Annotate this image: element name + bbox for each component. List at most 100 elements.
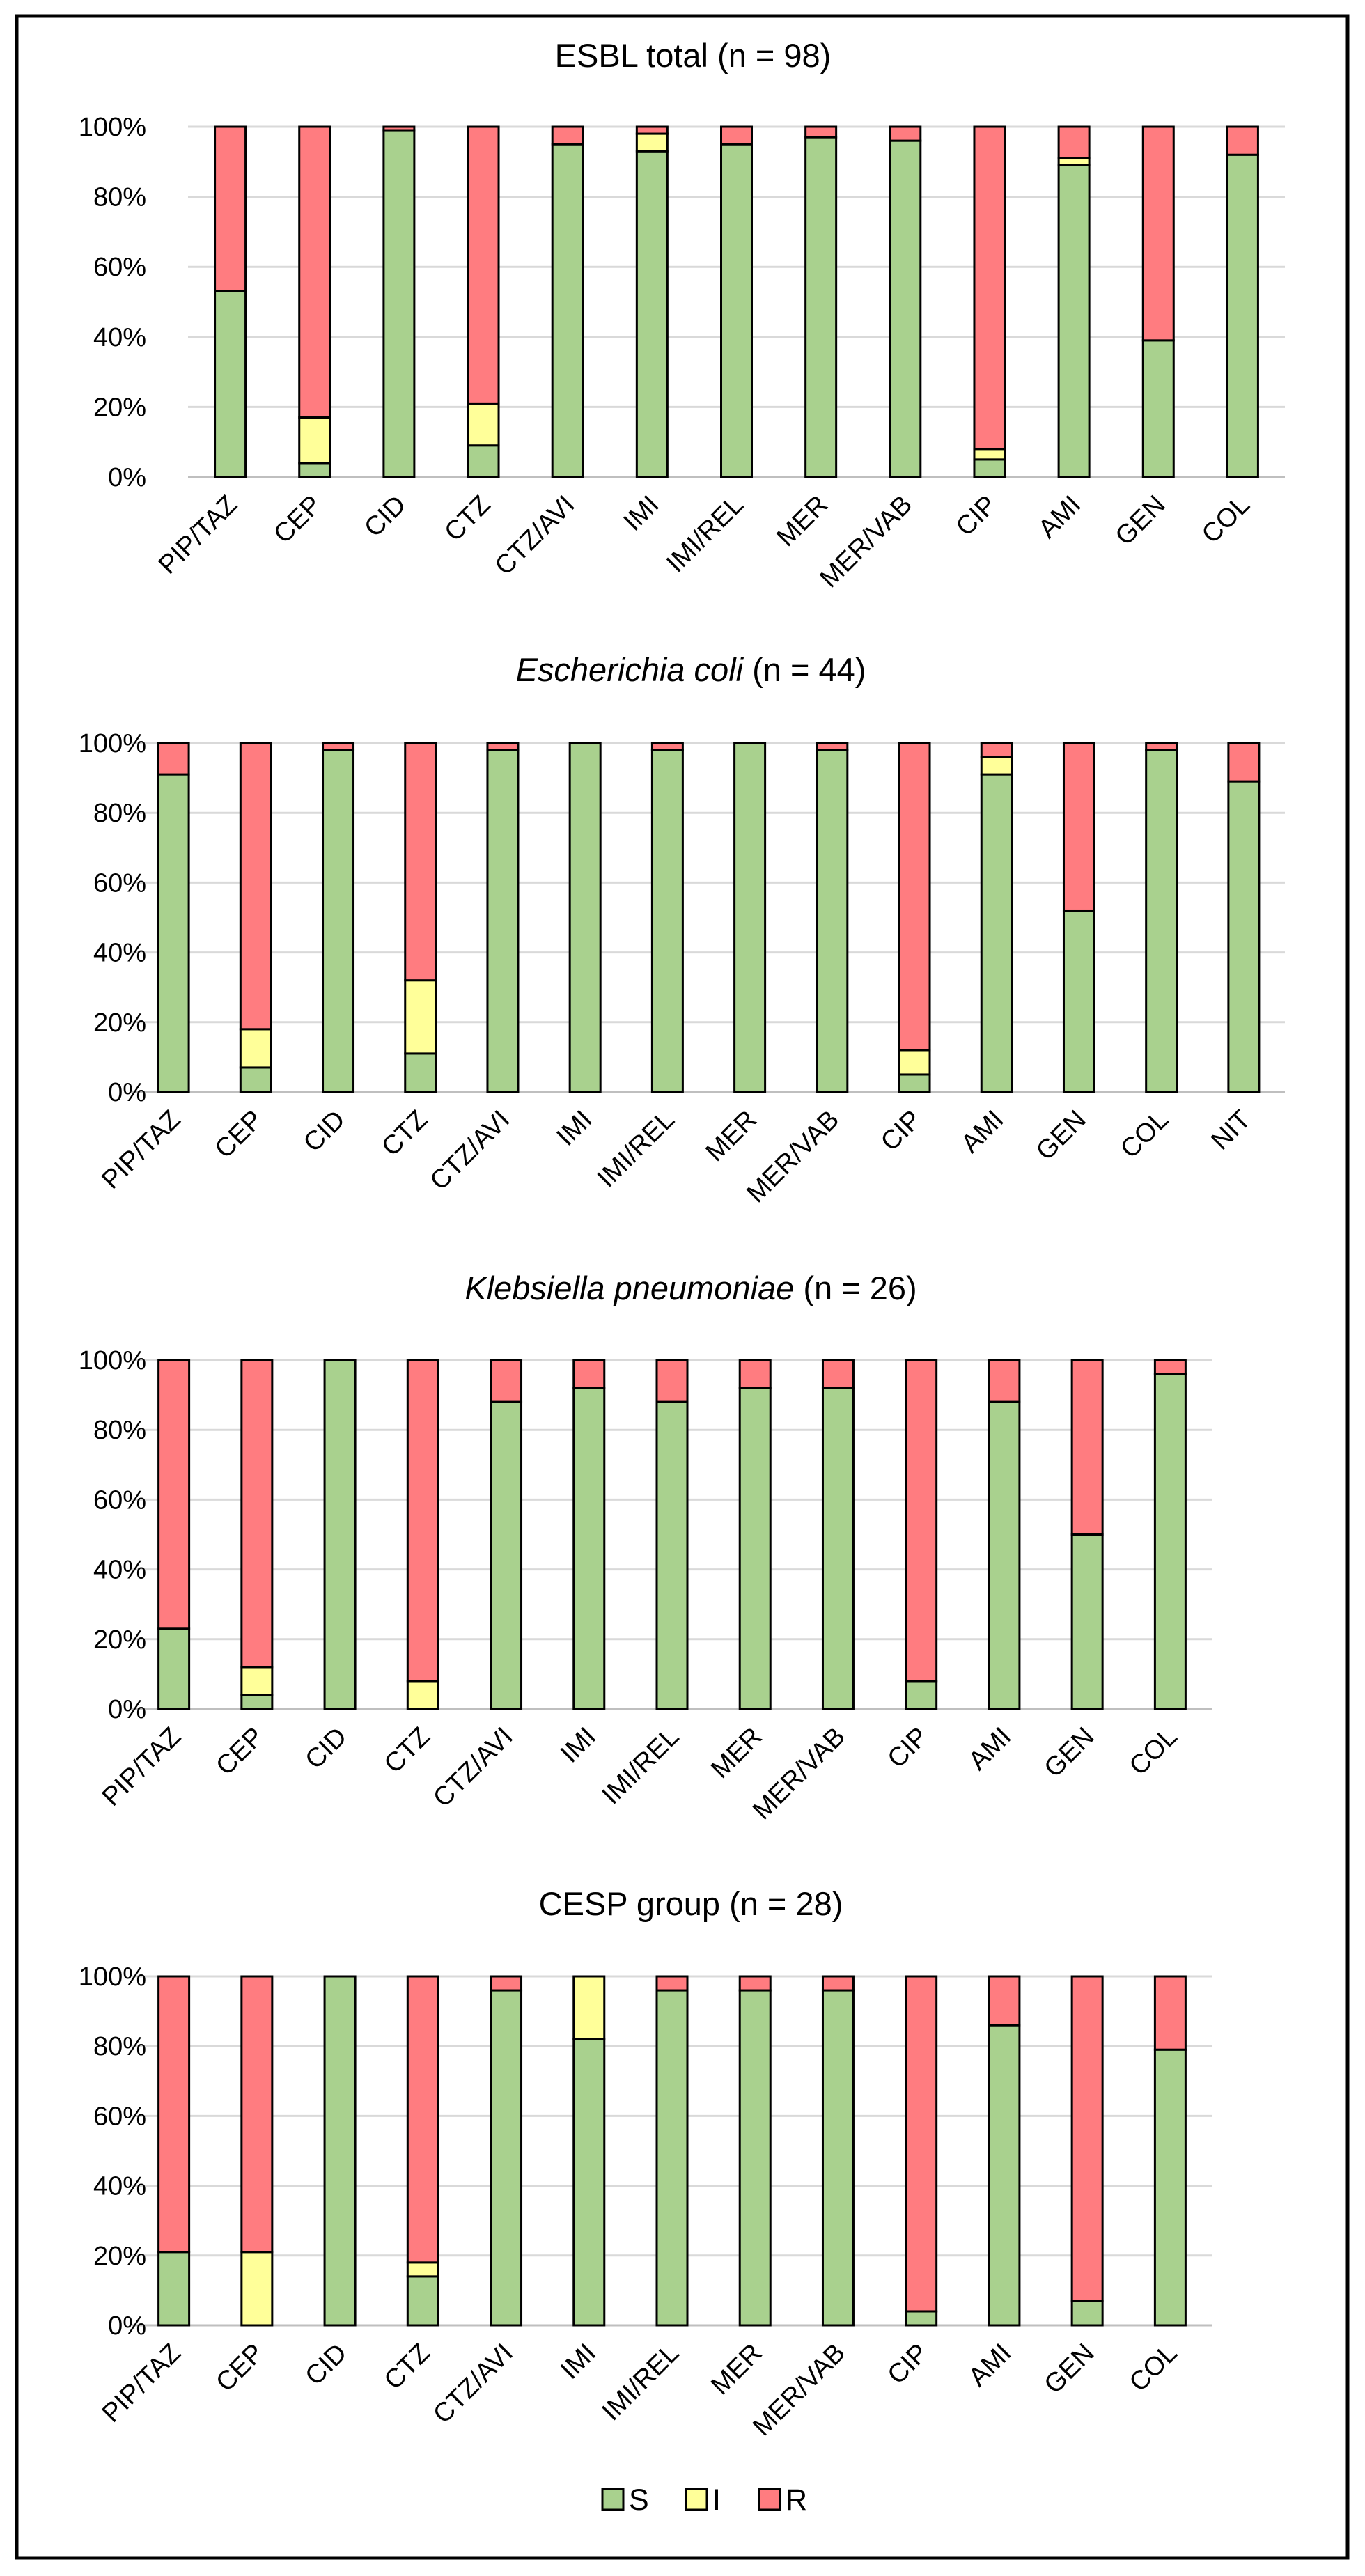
bar-nit-R bbox=[1227, 742, 1261, 783]
bar-cid-S bbox=[382, 129, 416, 478]
y-tick-label: 100% bbox=[79, 1962, 146, 1992]
bar-imi-I bbox=[635, 132, 669, 153]
bar-col-S bbox=[1145, 749, 1178, 1093]
y-tick-label: 0% bbox=[108, 463, 146, 492]
chart-title: CESP group (n = 28) bbox=[539, 1885, 843, 1922]
bar-imi-rel-R bbox=[655, 1359, 689, 1403]
bar-ctz-avi-R bbox=[490, 1975, 523, 1992]
y-tick-label: 80% bbox=[93, 183, 146, 212]
y-tick-label: 80% bbox=[93, 799, 146, 828]
chart-title: ESBL total (n = 98) bbox=[555, 37, 832, 74]
bar-cip-R bbox=[898, 742, 931, 1052]
y-tick-label: 60% bbox=[93, 2102, 146, 2131]
bar-ami-I bbox=[980, 756, 1013, 776]
bar-col-S bbox=[1153, 1373, 1187, 1710]
y-tick-label: 20% bbox=[93, 393, 146, 422]
bar-gen-R bbox=[1141, 125, 1175, 342]
bar-ami-R bbox=[988, 1975, 1021, 2027]
bar-cep-S bbox=[240, 1694, 274, 1710]
bar-cep-I bbox=[298, 416, 332, 465]
y-tick-label: 40% bbox=[93, 1556, 146, 1585]
bar-ami-R bbox=[1057, 125, 1091, 159]
legend-swatch-I bbox=[685, 2488, 708, 2511]
y-tick-label: 40% bbox=[93, 323, 146, 352]
chart-title-species: Klebsiella pneumoniae bbox=[465, 1270, 794, 1306]
bar-ami-I bbox=[1057, 157, 1091, 166]
bar-imi-rel-R bbox=[720, 125, 753, 146]
bar-pip-taz-R bbox=[157, 742, 190, 776]
bar-ctz-R bbox=[406, 1359, 439, 1683]
chart-2: Escherichia coli (n = 44) 0% 20% 40% 60% 80% 1… bbox=[79, 651, 1285, 1208]
bar-cep-S bbox=[298, 462, 332, 478]
bar-ctz-I bbox=[406, 1680, 439, 1710]
bar-mer-vab-S bbox=[821, 1387, 855, 1710]
bar-ctz-I bbox=[467, 402, 500, 447]
bar-mer-vab-R bbox=[889, 125, 922, 142]
bar-ami-R bbox=[988, 1359, 1021, 1403]
y-tick-label: 20% bbox=[93, 1625, 146, 1655]
bar-ctz-avi-S bbox=[490, 1400, 523, 1710]
bar-ami-S bbox=[980, 773, 1013, 1093]
bar-mer-vab-R bbox=[816, 742, 849, 751]
bar-ctz-S bbox=[406, 2275, 439, 2327]
bar-cip-I bbox=[973, 448, 1006, 461]
bar-ami-S bbox=[988, 1400, 1021, 1710]
bar-ctz-S bbox=[404, 1052, 437, 1093]
y-tick-label: 100% bbox=[79, 113, 146, 142]
bar-col-S bbox=[1153, 2048, 1187, 2327]
y-tick-label: 80% bbox=[93, 1416, 146, 1445]
bar-mer-R bbox=[738, 1359, 772, 1389]
legend-label-R: R bbox=[786, 2483, 807, 2517]
y-tick-label: 100% bbox=[79, 729, 146, 758]
chart-title: Escherichia coli (n = 44) bbox=[516, 651, 866, 688]
bar-ami-S bbox=[1057, 164, 1091, 478]
chart-title: Klebsiella pneumoniae (n = 26) bbox=[465, 1270, 916, 1306]
bar-ctz-R bbox=[404, 742, 437, 982]
bar-imi-rel-S bbox=[650, 749, 684, 1093]
bar-pip-taz-R bbox=[214, 125, 247, 292]
bar-mer-vab-S bbox=[821, 1989, 855, 2327]
bar-gen-S bbox=[1141, 339, 1175, 478]
bar-ctz-avi-R bbox=[551, 125, 584, 146]
bar-cip-S bbox=[898, 1073, 931, 1093]
bar-pip-taz-R bbox=[157, 1975, 191, 2254]
bar-pip-taz-S bbox=[157, 1627, 191, 1710]
bar-cip-S bbox=[905, 2310, 938, 2327]
bar-cid-S bbox=[322, 749, 355, 1093]
y-tick-label: 60% bbox=[93, 868, 146, 898]
chart-title-species: Escherichia coli bbox=[516, 651, 744, 688]
bar-imi-rel-R bbox=[655, 1975, 689, 1992]
bar-ami-R bbox=[980, 742, 1013, 758]
y-tick-label: 40% bbox=[93, 2172, 146, 2201]
bar-cep-I bbox=[239, 1028, 272, 1069]
bar-ctz-R bbox=[467, 125, 500, 405]
bar-gen-S bbox=[1062, 909, 1095, 1093]
y-tick-label: 80% bbox=[93, 2032, 146, 2061]
bar-cip-R bbox=[905, 1359, 938, 1683]
bar-cip-S bbox=[973, 458, 1006, 478]
bar-gen-R bbox=[1070, 1359, 1104, 1536]
y-tick-label: 60% bbox=[93, 253, 146, 282]
bar-cep-I bbox=[240, 1666, 274, 1696]
bar-pip-taz-S bbox=[157, 2251, 191, 2327]
bar-cid-S bbox=[323, 1359, 357, 1710]
bar-mer-R bbox=[804, 125, 838, 139]
chart-title-count: (n = 44) bbox=[743, 651, 866, 688]
bar-mer-S bbox=[738, 1387, 772, 1710]
bar-cip-S bbox=[905, 1680, 938, 1710]
bar-cid-S bbox=[323, 1975, 357, 2327]
y-tick-label: 40% bbox=[93, 939, 146, 968]
y-tick-label: 20% bbox=[93, 2242, 146, 2271]
legend-swatch-R bbox=[758, 2488, 781, 2511]
legend-label-S: S bbox=[629, 2483, 649, 2517]
bar-cid-R bbox=[382, 125, 416, 132]
bar-col-R bbox=[1153, 1975, 1187, 2051]
y-tick-label: 100% bbox=[79, 1346, 146, 1375]
bar-ctz-S bbox=[467, 444, 500, 478]
bar-cep-R bbox=[240, 1359, 274, 1669]
bar-cep-R bbox=[298, 125, 332, 419]
bar-imi-S bbox=[568, 742, 602, 1093]
bar-cid-R bbox=[322, 742, 355, 751]
bar-imi-R bbox=[635, 125, 669, 135]
